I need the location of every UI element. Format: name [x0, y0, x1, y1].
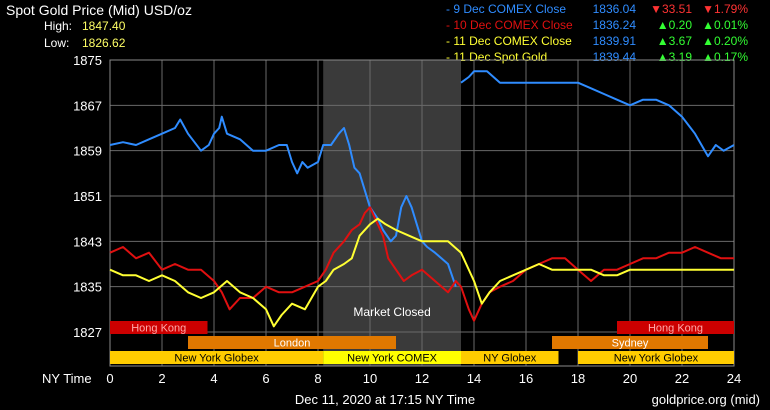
- session-label: New York COMEX: [347, 353, 438, 365]
- high-label: High:: [44, 19, 73, 33]
- legend-change: ▼33.51: [650, 2, 692, 16]
- high-value: 1847.40: [82, 19, 126, 33]
- legend-percent: ▲0.01%: [702, 18, 748, 32]
- market-closed-label: Market Closed: [353, 305, 430, 319]
- x-tick-label: 8: [314, 371, 321, 386]
- session-label: Sydney: [612, 338, 649, 350]
- legend-change: ▲3.67: [656, 34, 692, 48]
- legend-price: 1836.24: [592, 18, 636, 32]
- legend-series-name: - 9 Dec COMEX Close: [446, 2, 567, 16]
- legend-percent: ▼1.79%: [702, 2, 748, 16]
- session-label: New York Globex: [174, 353, 259, 365]
- footer-source: goldprice.org (mid): [652, 392, 760, 407]
- legend-price: 1839.91: [592, 34, 636, 48]
- plot-frame: [109, 59, 735, 367]
- x-axis-label: NY Time: [42, 371, 92, 386]
- session-bar: [110, 321, 208, 334]
- session-label: Hong Kong: [648, 323, 703, 335]
- low-label: Low:: [44, 36, 70, 50]
- legend-change: ▲0.20: [656, 18, 692, 32]
- x-tick-label: 16: [519, 371, 533, 386]
- x-tick-label: 0: [106, 371, 113, 386]
- session-bar: [188, 336, 396, 349]
- x-tick-label: 10: [363, 371, 377, 386]
- series-line: [109, 206, 734, 322]
- session-bar: [461, 351, 559, 364]
- y-tick-label: 1827: [73, 325, 102, 340]
- session-label: Hong Kong: [131, 323, 186, 335]
- footer-timestamp: Dec 11, 2020 at 17:15 NY Time: [295, 392, 475, 407]
- session-bar: [323, 351, 461, 364]
- series-line: [109, 217, 734, 328]
- session-bar: [578, 351, 734, 364]
- low-value: 1826.62: [82, 36, 126, 50]
- y-tick-label: 1859: [73, 144, 102, 159]
- x-tick-label: 6: [262, 371, 269, 386]
- y-tick-label: 1835: [73, 280, 102, 295]
- series-line: [460, 70, 735, 158]
- y-tick-label: 1851: [73, 189, 102, 204]
- x-tick-label: 2: [158, 371, 165, 386]
- y-tick-label: 1867: [73, 98, 102, 113]
- x-tick-label: 12: [415, 371, 429, 386]
- session-bar: [110, 351, 324, 364]
- x-tick-label: 22: [675, 371, 689, 386]
- series-line: [109, 115, 457, 288]
- chart-title: Spot Gold Price (Mid) USD/oz: [6, 2, 192, 18]
- x-tick-label: 20: [623, 371, 637, 386]
- legend-series-name: - 11 Dec COMEX Close: [446, 34, 572, 48]
- legend-price: 1836.04: [592, 2, 636, 16]
- x-tick-label: 14: [467, 371, 481, 386]
- session-label: NY Globex: [483, 353, 536, 365]
- x-tick-label: 18: [571, 371, 585, 386]
- session-label: New York Globex: [614, 353, 699, 365]
- market-closed-region: [323, 60, 461, 366]
- session-bar: [552, 336, 708, 349]
- y-tick-label: 1843: [73, 234, 102, 249]
- x-tick-label: 4: [210, 371, 217, 386]
- y-tick-label: 1875: [73, 53, 102, 68]
- session-bar: [617, 321, 734, 334]
- legend-percent: ▲0.20%: [702, 34, 748, 48]
- x-tick-label: 24: [727, 371, 741, 386]
- session-label: London: [274, 338, 311, 350]
- legend-series-name: - 10 Dec COMEX Close: [446, 18, 573, 32]
